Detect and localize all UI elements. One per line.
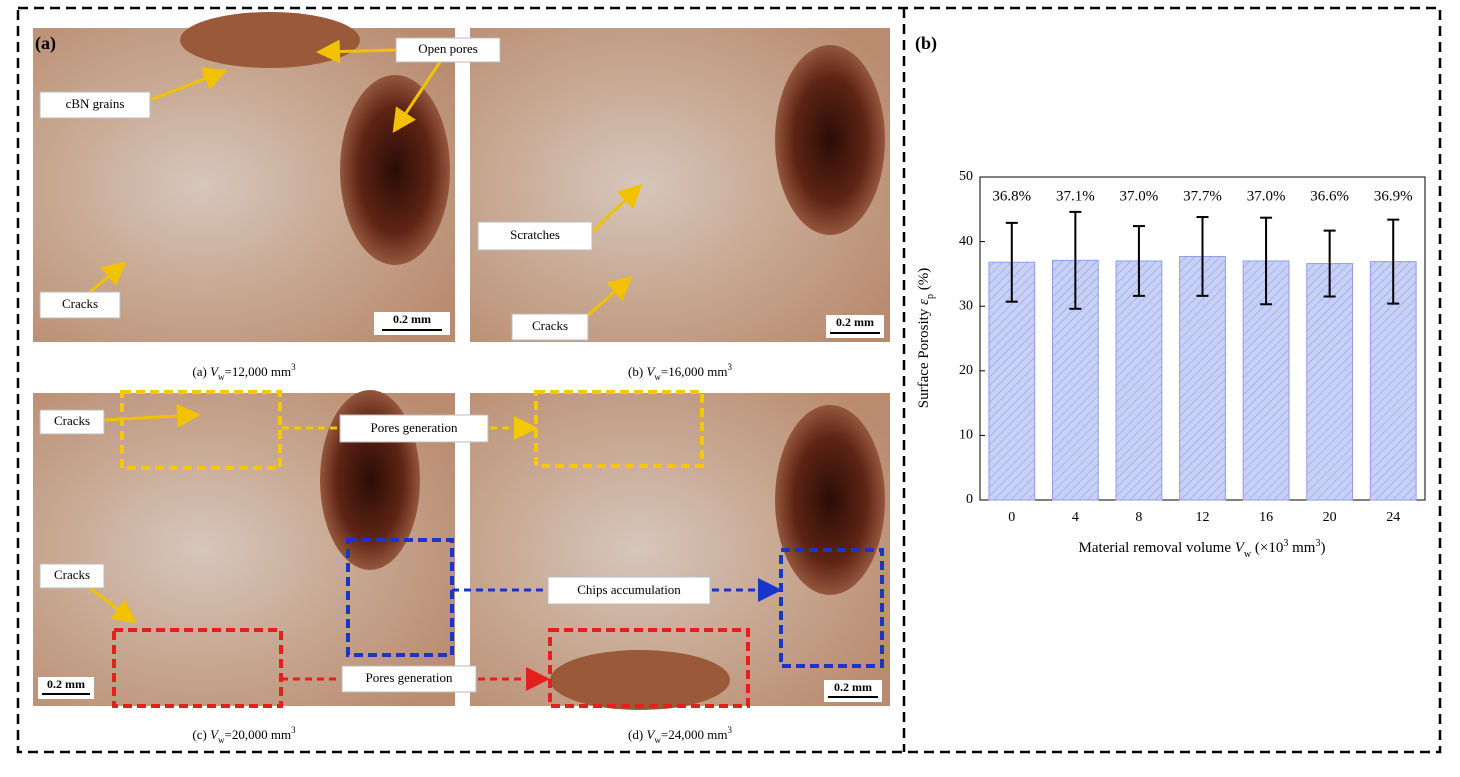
bar-hatch xyxy=(1116,260,1162,500)
caption-part: =16,000 mm xyxy=(661,364,728,379)
caption-part: V xyxy=(646,364,656,379)
caption-part: (c) xyxy=(192,727,210,742)
panel-label: (a) xyxy=(35,33,56,54)
annotation: Pores generation xyxy=(365,670,453,685)
x-axis-label: Material removal volume Vw (×103 mm3) xyxy=(1079,538,1326,560)
caption-part: (b) xyxy=(628,364,646,379)
caption: (d) Vw=24,000 mm3 xyxy=(628,725,732,745)
annotation: Cracks xyxy=(532,318,568,333)
caption-part: V xyxy=(210,727,220,742)
outer-frame xyxy=(16,6,1442,754)
bar-hatch xyxy=(1306,263,1353,500)
value-label: 36.6% xyxy=(1310,188,1349,204)
bar-hatch xyxy=(1179,256,1226,500)
x-tick-label: 0 xyxy=(1008,510,1015,525)
scale-bars: 0.2 mm 0.2 mm 0.2 mm 0.2 mm xyxy=(38,312,884,702)
caption-part: w xyxy=(654,372,661,382)
caption-part: 3 xyxy=(727,362,732,372)
caption-part: w xyxy=(218,372,225,382)
y-tick-label: 10 xyxy=(959,428,973,443)
caption-part: =24,000 mm xyxy=(661,727,728,742)
annotation: Cracks xyxy=(54,413,90,428)
x-tick-label: 4 xyxy=(1072,510,1079,525)
panel-label: (b) xyxy=(915,33,937,54)
y-tick-label: 20 xyxy=(959,363,973,378)
caption-part: V xyxy=(646,727,656,742)
value-label: 36.9% xyxy=(1374,188,1413,204)
y-tick-label: 30 xyxy=(959,298,973,313)
caption-part: 3 xyxy=(291,362,296,372)
caption-part: (d) xyxy=(628,727,646,742)
caption-part: =12,000 mm xyxy=(225,364,292,379)
x-tick-label: 20 xyxy=(1323,510,1337,525)
caption-part: 3 xyxy=(291,725,296,735)
caption: (a) Vw=12,000 mm3 xyxy=(192,362,296,382)
value-label: 36.8% xyxy=(992,188,1031,204)
caption: (b) Vw=16,000 mm3 xyxy=(628,362,732,382)
annotation: Cracks xyxy=(62,296,98,311)
annotation: Open pores xyxy=(418,41,478,56)
captions: (a) Vw=12,000 mm3 (b) Vw=16,000 mm3(c) Vw… xyxy=(192,362,732,745)
caption-part: w xyxy=(218,735,225,745)
caption-part: (a) xyxy=(192,364,210,379)
caption-part: w xyxy=(654,735,661,745)
scale-bar: 0.2 mm xyxy=(836,315,874,329)
scale-bar: 0.2 mm xyxy=(393,312,431,326)
photos xyxy=(33,12,890,710)
value-label: 37.7% xyxy=(1183,188,1222,204)
caption-part: =20,000 mm xyxy=(225,727,292,742)
y-tick-label: 0 xyxy=(966,492,973,507)
annotations: Open pores cBN grains Cracks Scratches C… xyxy=(39,37,884,708)
annotation: Scratches xyxy=(510,227,560,242)
caption-part: 3 xyxy=(727,725,732,735)
caption-part: V xyxy=(210,364,220,379)
annotation: Cracks xyxy=(54,567,90,582)
x-tick-label: 8 xyxy=(1135,510,1142,525)
annotation: Chips accumulation xyxy=(577,582,681,597)
value-label: 37.1% xyxy=(1056,188,1095,204)
annotation: Pores generation xyxy=(370,420,458,435)
caption: (c) Vw=20,000 mm3 xyxy=(192,725,296,745)
y-axis-label: Surface Porosity εp (%) xyxy=(916,268,935,409)
x-tick-label: 12 xyxy=(1196,510,1210,525)
scale-bar: 0.2 mm xyxy=(834,680,872,694)
value-label: 37.0% xyxy=(1247,188,1286,204)
annotation: cBN grains xyxy=(66,96,125,111)
scale-bar: 0.2 mm xyxy=(47,677,85,691)
x-tick-label: 24 xyxy=(1386,510,1400,525)
x-tick-label: 16 xyxy=(1259,510,1273,525)
y-tick-label: 50 xyxy=(959,169,973,184)
value-label: 37.0% xyxy=(1120,188,1159,204)
y-tick-label: 40 xyxy=(959,234,973,249)
